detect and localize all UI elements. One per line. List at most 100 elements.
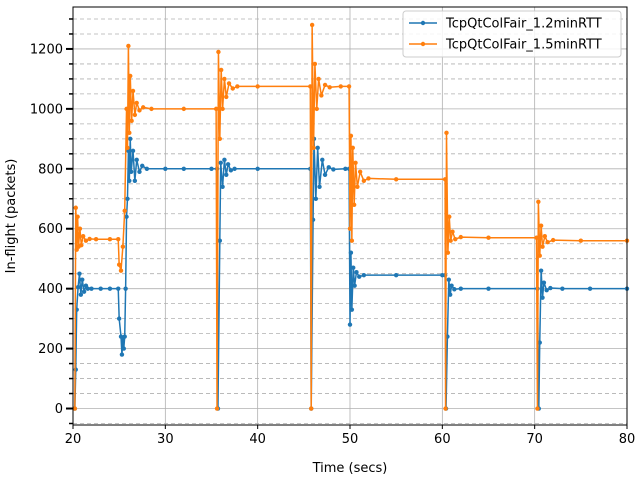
- data-point: [357, 169, 363, 174]
- y-tick-label: 800: [38, 162, 63, 177]
- legend-label-series-2: TcpQtColFair_1.5minRTT: [445, 38, 602, 53]
- series-layer: [72, 22, 630, 411]
- data-point: [144, 166, 150, 172]
- data-point: [393, 177, 399, 182]
- data-point: [119, 352, 125, 357]
- data-point: [361, 178, 367, 183]
- data-point: [124, 106, 129, 112]
- y-tick-label: 0: [55, 402, 63, 417]
- data-point: [130, 148, 136, 154]
- data-point: [458, 234, 463, 240]
- data-point: [213, 106, 219, 112]
- data-point: [347, 226, 353, 231]
- data-point: [486, 235, 491, 240]
- data-point: [544, 287, 549, 293]
- data-point: [349, 238, 355, 243]
- data-point: [228, 168, 234, 173]
- data-point: [587, 286, 593, 291]
- data-point: [361, 272, 367, 278]
- y-tick-label: 200: [38, 342, 63, 357]
- data-point: [443, 406, 448, 411]
- data-point: [230, 86, 235, 91]
- data-point: [137, 108, 142, 113]
- data-point: [311, 145, 316, 151]
- data-point: [355, 184, 360, 189]
- data-point: [77, 226, 83, 231]
- data-point: [534, 235, 539, 240]
- data-point: [132, 178, 138, 183]
- data-point: [129, 118, 134, 124]
- x-tick-label: 40: [249, 432, 266, 447]
- data-point: [125, 196, 130, 201]
- data-point: [366, 176, 371, 181]
- data-point: [444, 130, 449, 136]
- data-point: [458, 286, 463, 291]
- data-point: [351, 202, 357, 207]
- data-point: [77, 271, 82, 276]
- data-point: [128, 73, 133, 79]
- data-point: [98, 286, 103, 291]
- data-point: [343, 166, 348, 172]
- data-point: [535, 406, 540, 411]
- data-point: [132, 112, 138, 118]
- data-point: [442, 177, 448, 182]
- data-point: [181, 166, 186, 172]
- y-tick-label: 1000: [30, 102, 63, 117]
- data-point: [116, 286, 121, 291]
- data-point: [222, 76, 227, 82]
- data-point: [116, 316, 122, 321]
- data-point: [316, 76, 321, 82]
- legend-marker-series-1: [420, 20, 426, 26]
- data-point: [317, 184, 322, 189]
- data-point: [122, 334, 127, 339]
- data-point: [127, 130, 132, 136]
- data-point: [224, 172, 229, 177]
- data-point: [75, 284, 81, 290]
- data-point: [354, 269, 359, 275]
- data-point: [120, 244, 126, 249]
- data-point: [218, 160, 223, 166]
- data-point: [447, 214, 452, 219]
- data-point: [445, 250, 451, 255]
- x-axis-label: Time (secs): [312, 461, 388, 476]
- data-point: [140, 105, 146, 110]
- data-point: [449, 283, 454, 288]
- x-tick-label: 20: [65, 432, 82, 447]
- data-point: [87, 236, 92, 242]
- data-point: [338, 84, 343, 89]
- data-point: [73, 205, 78, 210]
- data-point: [393, 272, 399, 278]
- legend-marker-series-2: [420, 41, 426, 47]
- data-point: [349, 307, 355, 312]
- data-point: [163, 166, 168, 172]
- data-point: [107, 237, 113, 242]
- data-point: [121, 346, 126, 351]
- data-point: [72, 406, 78, 411]
- x-tick-label: 60: [434, 432, 451, 447]
- data-point: [486, 286, 491, 291]
- data-point: [313, 196, 319, 201]
- data-point: [560, 286, 565, 291]
- data-point: [353, 160, 358, 166]
- data-point: [548, 285, 553, 291]
- data-point: [452, 287, 457, 292]
- data-point: [538, 268, 544, 273]
- data-point: [319, 93, 324, 98]
- data-point: [128, 136, 133, 142]
- data-point: [255, 166, 260, 172]
- data-point: [134, 157, 139, 163]
- data-point: [140, 163, 145, 169]
- data-point: [453, 237, 458, 242]
- data-point: [216, 49, 221, 55]
- data-point: [541, 280, 547, 285]
- x-tick-label: 70: [526, 432, 543, 447]
- data-point: [578, 238, 584, 243]
- data-point: [83, 238, 89, 243]
- data-point: [350, 145, 355, 151]
- data-point: [550, 237, 556, 243]
- data-point: [130, 88, 136, 94]
- x-tick-label: 50: [342, 432, 359, 447]
- data-point: [218, 67, 224, 73]
- data-point: [232, 166, 237, 172]
- data-point: [347, 322, 353, 327]
